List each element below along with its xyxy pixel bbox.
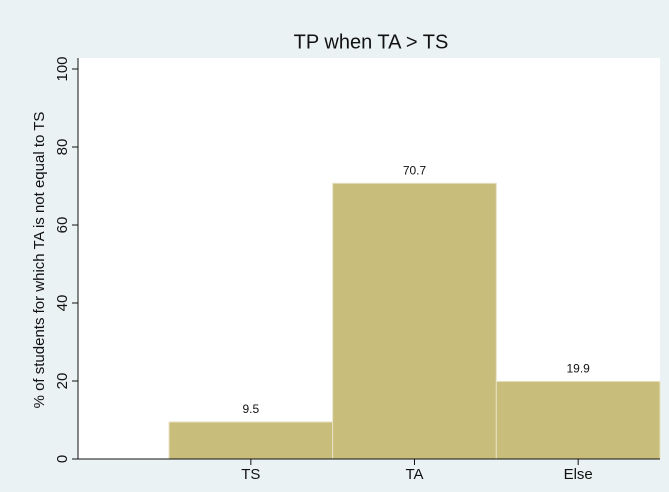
y-tick-label: 80 [54, 139, 71, 156]
data-label: 9.5 [242, 402, 259, 416]
y-tick-label: 0 [54, 455, 71, 463]
bar [495, 380, 661, 460]
x-tick-label: TS [241, 466, 260, 483]
chart-title: TP when TA > TS [294, 31, 449, 53]
x-tick-label: TA [405, 466, 423, 483]
y-axis-label: % of students for which TA is not equal … [31, 112, 48, 409]
bar [332, 182, 497, 460]
data-label: 70.7 [403, 163, 427, 177]
x-tick-label: Else [564, 466, 593, 483]
y-tick-label: 40 [54, 295, 71, 312]
data-label: 19.9 [566, 362, 590, 376]
y-tick-label: 20 [54, 373, 71, 390]
y-tick-label: 100 [54, 56, 71, 81]
bar [168, 421, 334, 460]
y-tick-label: 60 [54, 217, 71, 234]
